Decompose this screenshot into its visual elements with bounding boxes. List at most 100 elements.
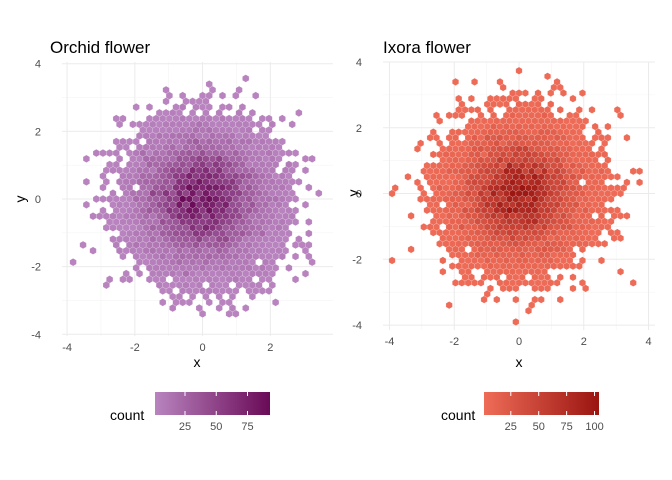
hex-bin xyxy=(471,156,478,164)
hex-bin xyxy=(189,258,197,267)
hex-bin xyxy=(620,184,628,192)
hex-bin xyxy=(509,167,517,176)
hex-bin xyxy=(272,298,280,307)
hex-bin xyxy=(433,178,440,187)
hex-bin xyxy=(252,91,260,100)
hex-bin xyxy=(275,189,283,198)
hex-bin xyxy=(225,137,233,146)
legend-tick-label: 25 xyxy=(505,421,517,433)
hex-bin xyxy=(598,256,605,265)
hex-bin xyxy=(225,286,233,295)
hex-bin xyxy=(145,103,153,112)
hex-bin xyxy=(149,166,157,175)
hex-bin xyxy=(182,120,190,129)
hex-bin xyxy=(245,126,253,135)
hex-bin xyxy=(126,275,134,284)
hex-bin xyxy=(553,211,561,220)
hex-bin xyxy=(189,177,197,186)
hex-bin xyxy=(235,120,243,129)
hex-bin xyxy=(272,252,280,261)
panel-title: Orchid flower xyxy=(50,38,150,57)
y-tick-labels: -4 -2 0 2 4 xyxy=(31,59,41,342)
hex-bin xyxy=(502,200,510,209)
hex-bin xyxy=(547,234,555,243)
hex-bin xyxy=(601,161,609,170)
hex-bin xyxy=(272,160,280,169)
hex-bin xyxy=(544,161,551,170)
legend: count 25 50 75 xyxy=(110,392,270,433)
hex-bin xyxy=(566,144,574,153)
hex-bin xyxy=(106,160,114,169)
hex-bin xyxy=(471,178,478,187)
hex-bin xyxy=(480,195,488,204)
hex-bin xyxy=(172,171,180,181)
hex-bin xyxy=(305,183,313,192)
hex-bin xyxy=(448,128,456,137)
hex-bin xyxy=(496,211,504,220)
hex-bin xyxy=(225,298,233,307)
legend-ticks: 25 50 75 100 xyxy=(505,392,604,433)
hex-bin xyxy=(195,131,203,140)
hex-bin xyxy=(182,166,190,175)
hex-bin xyxy=(445,111,453,120)
hex-bin xyxy=(109,235,117,244)
hex-bin xyxy=(601,217,609,226)
hex-bin xyxy=(512,105,520,114)
hex-bin xyxy=(209,269,217,278)
x-axis-title: x xyxy=(516,354,523,370)
hex-bin xyxy=(182,177,190,186)
hex-bin xyxy=(613,206,621,215)
x-tick-label: -4 xyxy=(385,336,395,348)
hex-bin xyxy=(185,229,193,238)
hex-bin xyxy=(129,200,137,209)
x-tick-label: 4 xyxy=(645,336,651,348)
hex-bin xyxy=(550,161,558,170)
hex-bin xyxy=(534,144,542,153)
legend-colorbar xyxy=(484,392,599,415)
hex-bin xyxy=(258,183,266,192)
x-tick-label: -2 xyxy=(130,342,140,354)
hex-bin xyxy=(550,251,558,259)
y-tick-label: 4 xyxy=(356,57,362,69)
hex-bin xyxy=(298,240,306,249)
hex-bin xyxy=(569,273,577,282)
hex-bin xyxy=(496,178,504,187)
hex-bin xyxy=(272,263,280,272)
hex-bin xyxy=(116,212,124,221)
hex-bin xyxy=(242,177,250,186)
hex-bin xyxy=(521,167,529,176)
hex-bin xyxy=(199,194,207,204)
hex-bin xyxy=(222,166,230,175)
hex-bin xyxy=(471,77,478,86)
hex-bin xyxy=(228,177,236,186)
hex-bin xyxy=(116,166,124,175)
hex-bin xyxy=(391,184,399,192)
hex-bin xyxy=(429,228,437,237)
hex-bin xyxy=(601,184,609,192)
hex-bin xyxy=(439,267,447,276)
hex-bin xyxy=(162,108,170,117)
hex-bin xyxy=(493,150,501,159)
hex-bin xyxy=(268,281,276,290)
hex-bin xyxy=(129,166,137,175)
hex-bin xyxy=(172,137,180,146)
hex-bin xyxy=(162,166,170,175)
hex-bin xyxy=(195,166,203,175)
x-tick-label: -2 xyxy=(449,336,459,348)
hex-bin xyxy=(487,251,494,259)
hex-bin xyxy=(563,128,570,137)
hex-bin xyxy=(109,200,117,209)
hex-bin xyxy=(278,137,286,146)
hex-bin xyxy=(292,160,300,169)
hex-bin xyxy=(464,122,472,131)
hex-bin xyxy=(179,298,187,307)
hex-bin xyxy=(92,149,100,158)
hex-bin xyxy=(544,150,551,159)
hex-bin xyxy=(225,229,233,238)
hex-bin xyxy=(285,149,293,158)
hex-bin xyxy=(537,262,545,271)
y-tick-label: 0 xyxy=(35,194,41,206)
hex-bin xyxy=(429,217,437,226)
hex-bin xyxy=(159,263,167,272)
